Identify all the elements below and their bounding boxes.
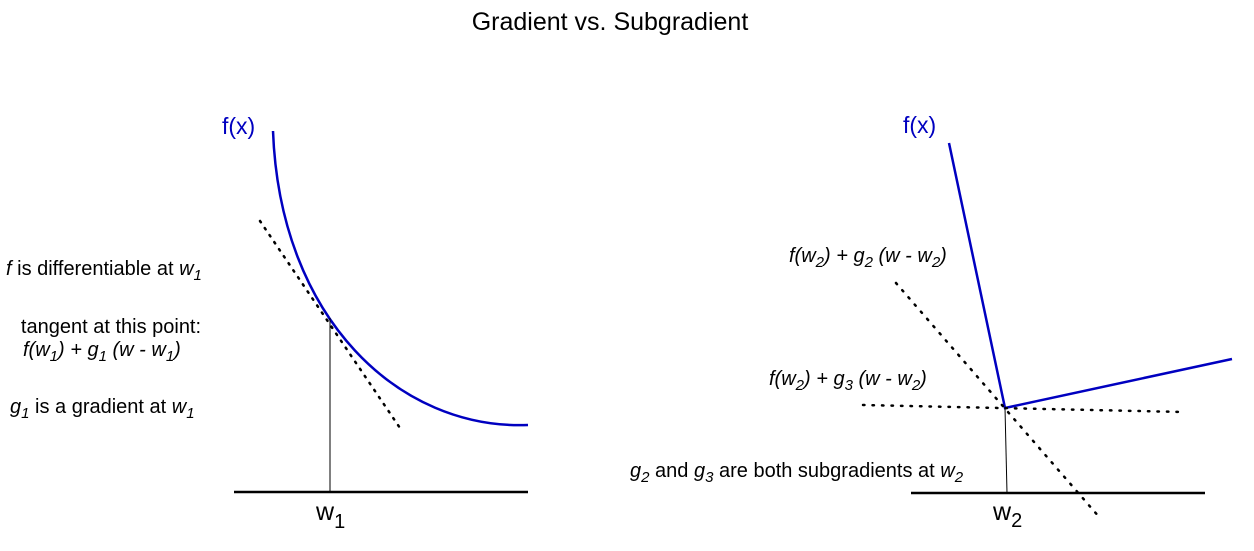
right-panel: f(x) w2 f(w2) + g2 (w - w2) f(w2) + g3 (…	[630, 112, 1233, 532]
subgradient-line-g2	[894, 281, 1102, 520]
figure-title: Gradient vs. Subgradient	[472, 8, 749, 36]
tangent-heading: tangent at this point:	[21, 316, 201, 338]
subgradient-line-g3	[861, 403, 1185, 414]
right-w2-vertical-line	[1004, 407, 1008, 494]
subgradients-note: g2 and g3 are both subgradients at w2	[630, 460, 964, 486]
subgradient-line-2-label: f(w2) + g3 (w - w2)	[769, 368, 927, 394]
gradient-note: g1 is a gradient at w1	[10, 396, 195, 422]
left-function-label: f(x)	[222, 113, 255, 139]
tangent-formula: f(w1) + g1 (w - w1)	[23, 339, 181, 365]
subgradient-line-1-label: f(w2) + g2 (w - w2)	[789, 245, 947, 271]
left-w1-label: w1	[315, 498, 345, 533]
right-function-label: f(x)	[903, 112, 936, 138]
left-panel: f(x) w1 f is differentiable at w1 tangen…	[6, 113, 529, 533]
right-w2-label: w2	[992, 498, 1022, 532]
left-tangent-line	[258, 219, 404, 433]
left-convex-curve	[271, 130, 529, 427]
differentiable-note: f is differentiable at w1	[6, 258, 202, 284]
right-kinked-function	[947, 142, 1233, 410]
